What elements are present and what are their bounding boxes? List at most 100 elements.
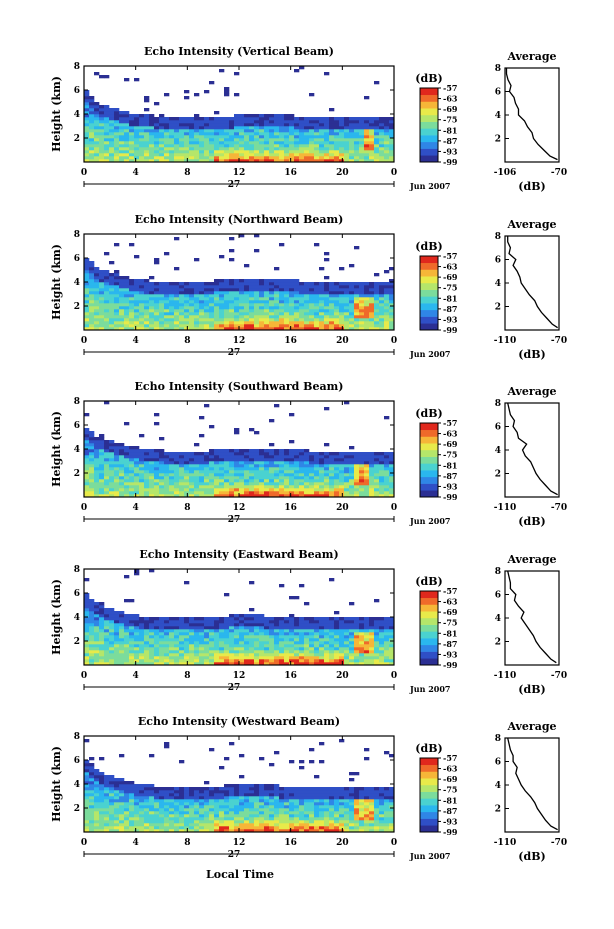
heatmap-cell	[84, 111, 90, 115]
heatmap-cell	[279, 473, 285, 477]
heatmap-cell	[224, 638, 230, 642]
heatmap-cell	[384, 647, 390, 651]
heatmap-cell	[174, 817, 180, 821]
heatmap-cell	[194, 476, 200, 480]
heatmap-cell	[319, 482, 325, 486]
heatmap-cell	[144, 455, 150, 459]
heatmap-cell	[314, 294, 320, 298]
heatmap-cell	[149, 135, 155, 139]
heatmap-cell	[99, 443, 105, 447]
heatmap-cell	[314, 243, 320, 247]
heatmap-cell	[114, 632, 120, 636]
heatmap-cell	[154, 802, 160, 806]
heatmap-cell	[344, 455, 350, 459]
heatmap-cell	[169, 826, 175, 830]
heatmap-cell	[84, 790, 90, 794]
heatmap-cell	[114, 635, 120, 639]
heatmap-cell	[159, 120, 165, 124]
heatmap-cell	[174, 494, 180, 498]
heatmap-cell	[214, 132, 220, 136]
heatmap-cell	[244, 488, 250, 492]
heatmap-cell	[89, 793, 95, 797]
heatmap-cell	[324, 129, 330, 133]
heatmap-cell	[129, 787, 135, 791]
heatmap-cell	[134, 117, 140, 121]
x-tick-label: 16	[284, 671, 297, 681]
heatmap-cell	[114, 467, 120, 471]
heatmap-cell	[274, 647, 280, 651]
heatmap-cell	[249, 491, 255, 495]
heatmap-cell	[119, 144, 125, 148]
heatmap-cell	[99, 324, 105, 328]
heatmap-cell	[389, 644, 395, 648]
heatmap-cell	[349, 476, 355, 480]
heatmap-cell	[174, 321, 180, 325]
heatmap-cell	[119, 653, 125, 657]
heatmap-cell	[144, 787, 150, 791]
heatmap-cell	[244, 494, 250, 498]
heatmap-cell	[164, 452, 170, 456]
heatmap-cell	[164, 120, 170, 124]
heatmap-cell	[129, 647, 135, 651]
heatmap-cell	[189, 635, 195, 639]
heatmap-cell	[344, 297, 350, 301]
heatmap-cell	[199, 282, 205, 286]
heatmap-cell	[374, 144, 380, 148]
heatmap-cell	[214, 467, 220, 471]
heatmap-cell	[104, 252, 110, 256]
heatmap-cell	[229, 288, 235, 292]
heatmap-cell	[109, 273, 115, 277]
heatmap-cell	[179, 138, 185, 142]
heatmap-cell	[249, 282, 255, 286]
heatmap-cell	[124, 802, 130, 806]
heatmap-cell	[264, 488, 270, 492]
heatmap-cell	[304, 153, 310, 157]
heatmap-cell	[294, 629, 300, 633]
heatmap-cell	[289, 312, 295, 316]
heatmap-cell	[204, 817, 210, 821]
heatmap-cell	[139, 635, 145, 639]
heatmap-cell	[264, 114, 270, 118]
heatmap-cell	[224, 90, 230, 94]
heatmap-cell	[189, 820, 195, 824]
heatmap-cell	[294, 153, 300, 157]
heatmap-cell	[374, 327, 380, 331]
heatmap-cell	[249, 291, 255, 295]
heatmap-cell	[284, 312, 290, 316]
heatmap-cell	[104, 811, 110, 815]
heatmap-cell	[354, 482, 360, 486]
heatmap-cell	[194, 93, 200, 97]
heatmap-cell	[239, 479, 245, 483]
heatmap-cell	[159, 647, 165, 651]
heatmap-cell	[244, 647, 250, 651]
heatmap-cell	[304, 635, 310, 639]
heatmap-cell	[244, 144, 250, 148]
heatmap-cell	[84, 431, 90, 435]
heatmap-cell	[109, 473, 115, 477]
heatmap-cell	[99, 437, 105, 441]
heatmap-cell	[99, 476, 105, 480]
heatmap-cell	[269, 491, 275, 495]
profile-frame	[504, 235, 560, 331]
x-tick-label: 8	[184, 503, 190, 513]
heatmap-cell	[369, 650, 375, 654]
heatmap-cell	[299, 123, 305, 127]
heatmap-cell	[144, 808, 150, 812]
heatmap-cell	[289, 629, 295, 633]
x-tick-label: 4	[133, 336, 139, 346]
heatmap-cell	[154, 626, 160, 630]
heatmap-cell	[124, 458, 130, 462]
heatmap-cell	[94, 653, 100, 657]
heatmap-cell	[199, 309, 205, 313]
heatmap-cell	[104, 473, 110, 477]
heatmap-cell	[134, 476, 140, 480]
heatmap-cell	[324, 647, 330, 651]
day-label: 27	[228, 515, 241, 525]
heatmap-cell	[384, 623, 390, 627]
heatmap-cell	[194, 123, 200, 127]
heatmap-cell	[259, 300, 265, 304]
heatmap-cell	[149, 811, 155, 815]
x-tick-label: 20	[336, 671, 349, 681]
heatmap-cell	[129, 662, 135, 666]
heatmap-cell	[314, 303, 320, 307]
